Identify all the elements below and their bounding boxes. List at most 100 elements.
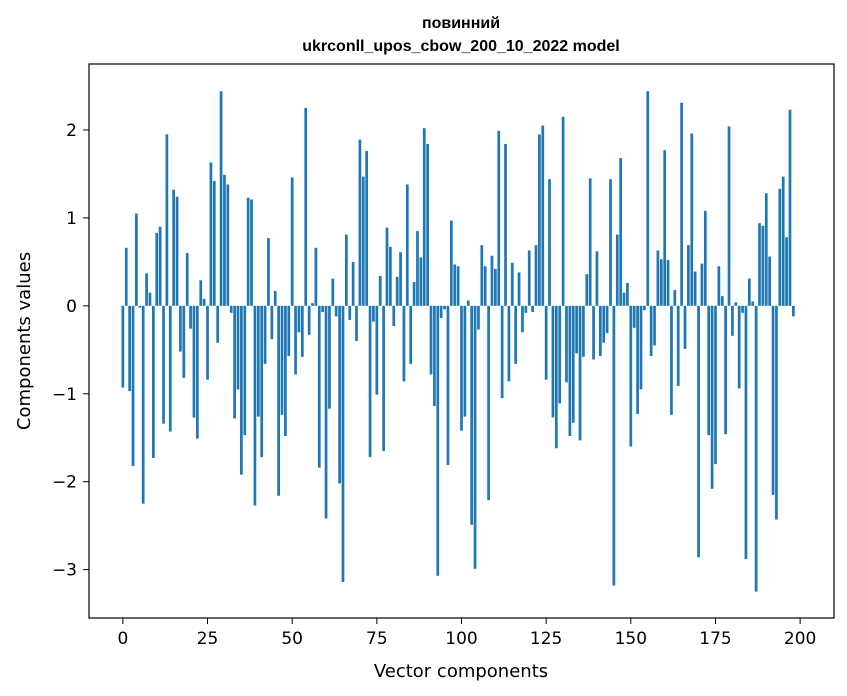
y-tick-label: 1 <box>66 209 77 229</box>
bar <box>717 266 721 306</box>
bar <box>456 266 460 306</box>
bar <box>778 188 782 306</box>
plot-area-frame <box>88 63 835 619</box>
bar <box>341 305 345 582</box>
bar <box>223 174 226 306</box>
bar <box>724 305 727 435</box>
y-tick-label: −2 <box>52 473 77 493</box>
bar <box>358 139 362 306</box>
bar <box>538 134 541 306</box>
bar <box>741 305 744 313</box>
bar <box>670 305 673 415</box>
bar <box>351 261 355 306</box>
bar <box>507 305 511 382</box>
y-tick-label: −3 <box>52 561 77 581</box>
bar <box>737 305 741 389</box>
bar <box>212 180 216 306</box>
bar <box>378 275 382 306</box>
bar <box>443 305 446 310</box>
bar <box>534 245 538 306</box>
bar <box>229 305 233 313</box>
y-axis-label: Components values <box>14 252 35 430</box>
bar <box>368 305 372 458</box>
bar <box>761 225 765 306</box>
bar <box>734 302 738 306</box>
bar <box>199 280 203 306</box>
bar <box>219 91 223 306</box>
bar <box>700 263 704 306</box>
bar <box>683 305 687 349</box>
bar <box>605 305 609 334</box>
y-tick-label: 2 <box>66 121 77 141</box>
y-axis-ticks: −3 −2 −1 0 1 2 <box>52 121 89 581</box>
bar <box>260 305 264 458</box>
bar <box>338 305 341 484</box>
bar <box>300 305 304 357</box>
bar <box>697 305 700 558</box>
bar <box>466 300 470 306</box>
bar <box>128 305 131 392</box>
bar <box>405 184 409 306</box>
bar <box>141 305 145 504</box>
bar <box>517 272 521 306</box>
bar <box>561 116 565 306</box>
bar <box>703 210 707 306</box>
bar <box>707 305 711 436</box>
bar <box>243 305 247 436</box>
bar-series <box>121 91 795 592</box>
bar <box>524 305 528 313</box>
bar <box>399 252 402 306</box>
bar <box>270 305 274 340</box>
bar <box>487 305 490 501</box>
bar <box>382 305 385 451</box>
bar <box>389 246 392 306</box>
bar <box>626 282 629 306</box>
bar <box>646 91 650 306</box>
bar <box>439 305 443 319</box>
bar <box>412 282 416 306</box>
bar <box>792 305 795 317</box>
bar <box>463 305 467 417</box>
y-tick-label: −1 <box>52 385 77 405</box>
bar <box>426 144 429 306</box>
bar <box>571 305 575 423</box>
x-tick-label: 175 <box>699 629 731 649</box>
bar <box>179 305 182 352</box>
bar <box>775 305 778 520</box>
bar <box>632 305 636 328</box>
bar <box>185 253 189 306</box>
bar <box>619 158 623 306</box>
x-axis-ticks: 0 25 50 75 100 125 150 175 200 <box>117 618 816 649</box>
bar <box>436 305 440 576</box>
bar <box>206 305 209 380</box>
bar <box>416 231 419 306</box>
bar <box>334 305 338 317</box>
bar <box>744 305 748 560</box>
bar <box>446 305 450 465</box>
bar <box>155 232 159 306</box>
bar <box>307 305 311 335</box>
bar <box>311 303 314 306</box>
bar <box>246 197 250 306</box>
bar <box>280 305 284 415</box>
bar <box>473 305 477 569</box>
bar <box>433 305 436 407</box>
bar <box>267 238 270 306</box>
bar <box>595 251 599 306</box>
bar <box>666 260 670 306</box>
bar <box>527 250 531 306</box>
bar <box>690 133 694 306</box>
bar <box>714 305 717 465</box>
bar <box>324 305 328 519</box>
bar <box>575 305 578 354</box>
bar <box>240 305 243 475</box>
bar <box>250 199 253 306</box>
bar <box>196 305 199 439</box>
bar <box>321 305 325 312</box>
bar <box>460 305 463 431</box>
bar <box>172 189 176 306</box>
bar <box>771 305 775 495</box>
bar <box>565 305 568 383</box>
bar <box>162 305 165 424</box>
